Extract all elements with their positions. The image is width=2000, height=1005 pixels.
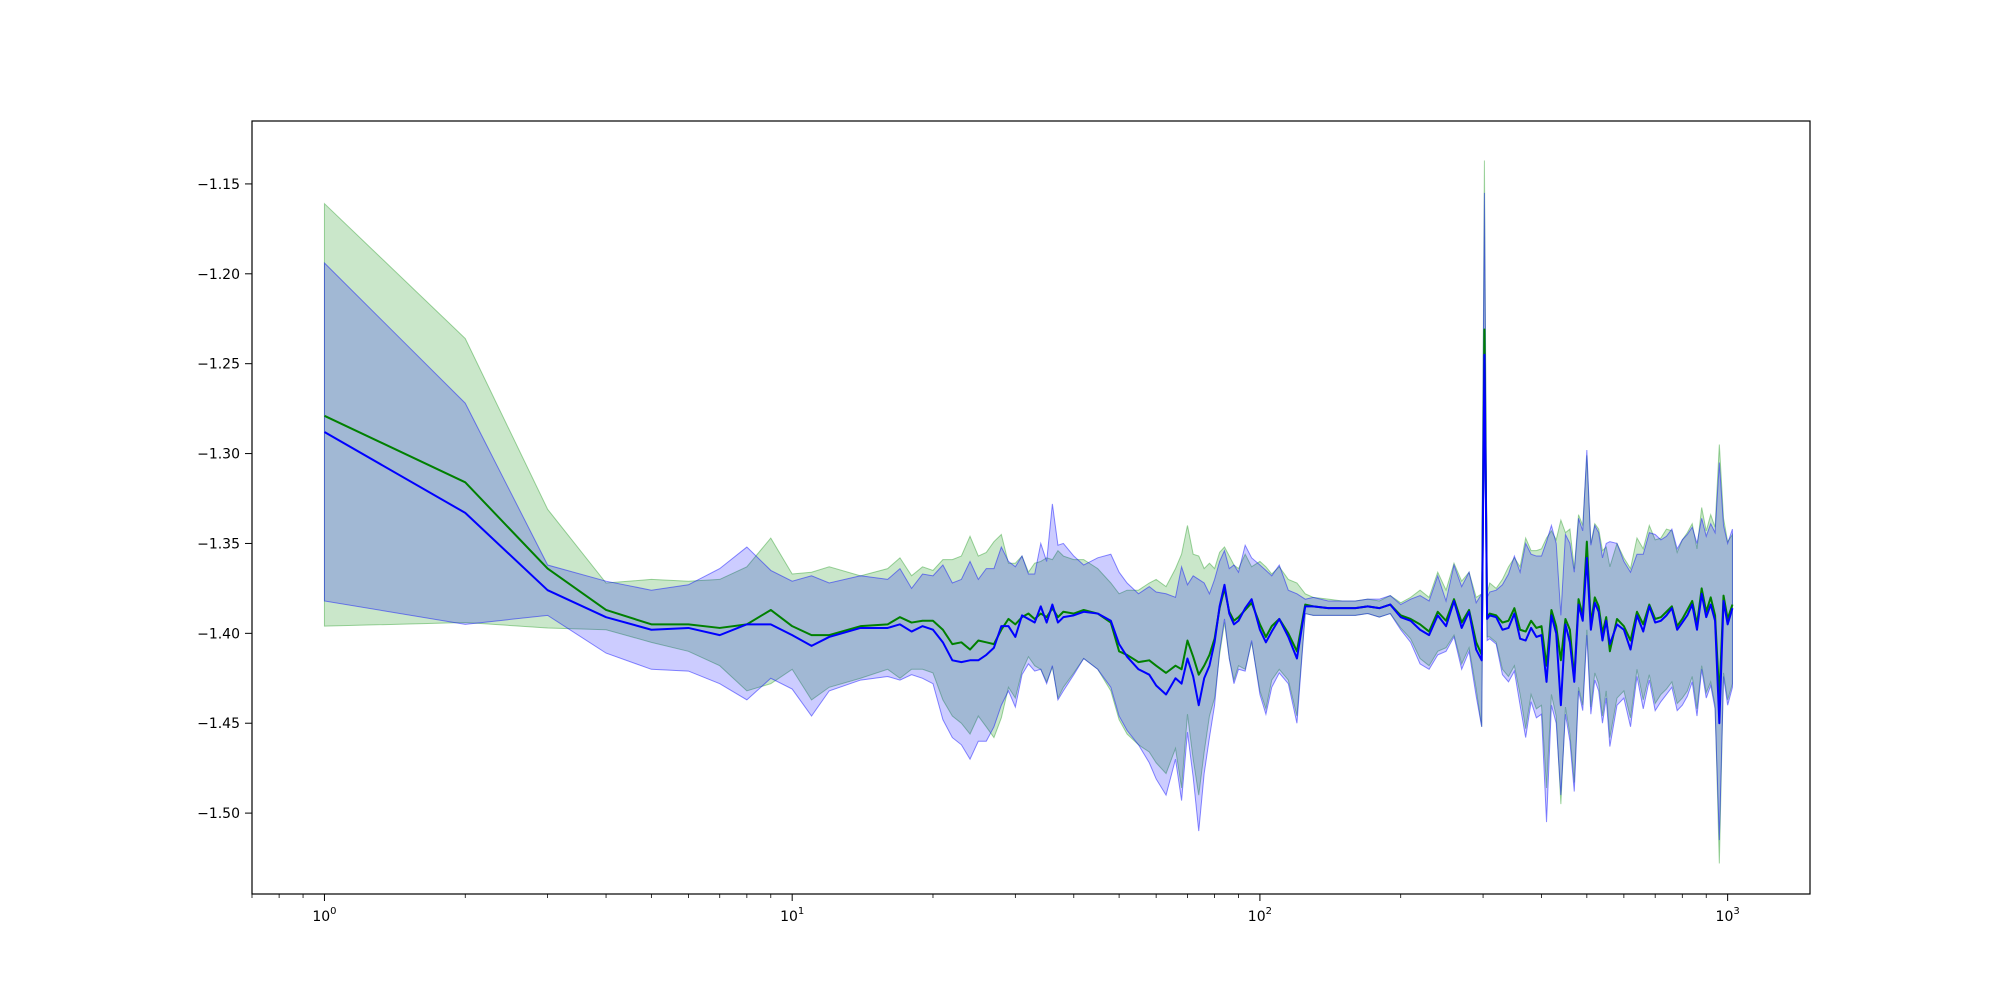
plot-frame bbox=[251, 120, 1811, 895]
x-tick-label: 100 bbox=[312, 906, 336, 925]
y-tick-label: −1.30 bbox=[197, 447, 240, 463]
y-tick-label: −1.35 bbox=[197, 536, 240, 552]
y-tick-label: −1.25 bbox=[197, 357, 240, 373]
y-tick-label: −1.40 bbox=[197, 626, 240, 642]
y-tick-label: −1.15 bbox=[197, 177, 240, 193]
plot-area bbox=[323, 160, 1734, 864]
y-tick-label: −1.50 bbox=[197, 806, 240, 822]
y-tick-label: −1.45 bbox=[197, 716, 240, 732]
x-tick-label: 101 bbox=[780, 906, 804, 925]
x-tick-label: 103 bbox=[1716, 906, 1740, 925]
y-axis: −1.15 −1.20 −1.25 −1.30 −1.35 −1.40 −1.45 −1.50 bbox=[197, 177, 252, 822]
x-tick-label: 102 bbox=[1248, 906, 1272, 925]
y-tick-label: −1.20 bbox=[197, 267, 240, 283]
series-1-band bbox=[323, 160, 1733, 864]
series-2-line bbox=[323, 353, 1734, 725]
x-axis: 100 101 102 103 bbox=[251, 894, 1740, 925]
series-2-band bbox=[323, 192, 1733, 841]
